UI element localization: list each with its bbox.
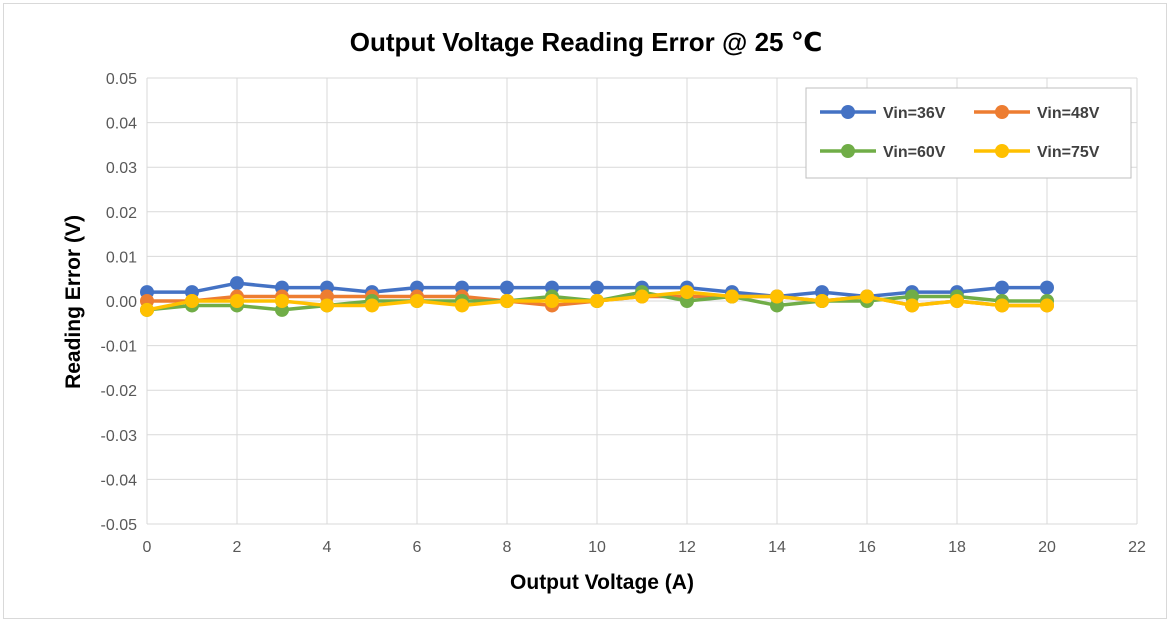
x-axis-ticks: 0 2 4 6 8 10 12 14 16 18 20 22 [143, 539, 1146, 556]
data-point [680, 285, 694, 300]
x-tick-label: 0 [143, 539, 152, 556]
y-tick-label: 0.05 [106, 71, 137, 88]
legend-label: Vin=75V [1037, 144, 1100, 161]
y-tick-label: 0.01 [106, 249, 137, 266]
x-tick-label: 2 [233, 539, 242, 556]
y-tick-label: 0.00 [106, 294, 137, 311]
y-tick-label: 0.02 [106, 205, 137, 222]
x-tick-label: 20 [1038, 539, 1056, 556]
data-point [365, 298, 379, 313]
data-point [230, 276, 244, 291]
data-point [590, 294, 604, 308]
x-tick-label: 4 [323, 539, 332, 556]
data-point [725, 289, 739, 304]
x-tick-label: 18 [948, 539, 966, 556]
x-tick-label: 16 [858, 539, 876, 556]
x-axis-title: Output Voltage (A) [510, 571, 694, 594]
data-point [500, 294, 514, 308]
data-point [815, 294, 829, 308]
data-point [770, 289, 784, 304]
legend-item: Vin=36V [820, 105, 946, 122]
series-vin-75v [140, 285, 1054, 317]
legend-swatch-marker [841, 144, 855, 158]
series-lines [140, 276, 1054, 317]
x-tick-label: 8 [503, 539, 512, 556]
data-point [500, 280, 514, 295]
legend-swatch-marker [995, 144, 1009, 158]
data-point [950, 294, 964, 308]
legend: Vin=36V Vin=48V Vin=60V Vin=75V [805, 87, 1132, 179]
legend-item: Vin=48V [974, 105, 1100, 122]
data-point [995, 280, 1009, 295]
legend-label: Vin=60V [883, 144, 946, 161]
data-point [185, 294, 199, 308]
data-point [590, 280, 604, 295]
data-point [140, 302, 154, 317]
x-tick-label: 14 [768, 539, 786, 556]
x-tick-label: 6 [413, 539, 422, 556]
x-tick-label: 10 [588, 539, 606, 556]
legend-swatch-marker [995, 105, 1009, 119]
y-tick-label: 0.04 [106, 116, 137, 133]
data-point [545, 294, 559, 308]
legend-label: Vin=48V [1037, 105, 1100, 122]
y-axis-ticks: 0.05 0.04 0.03 0.02 0.01 0.00 -0.01 -0.02 -0.03 -… [101, 71, 138, 534]
data-point [995, 298, 1009, 313]
x-tick-label: 22 [1128, 539, 1146, 556]
y-tick-label: 0.03 [106, 160, 137, 177]
data-point [860, 289, 874, 304]
chart-title: Output Voltage Reading Error @ 25 ℃ [350, 27, 822, 57]
y-tick-label: -0.01 [101, 339, 138, 356]
legend-item: Vin=75V [974, 144, 1100, 161]
data-point [1040, 280, 1054, 295]
data-point [410, 294, 424, 308]
data-point [455, 298, 469, 313]
data-point [635, 289, 649, 304]
y-tick-label: -0.04 [101, 472, 138, 489]
y-axis-title: Reading Error (V) [62, 215, 85, 389]
y-tick-label: -0.02 [101, 383, 138, 400]
legend-box [805, 87, 1132, 179]
legend-swatch-marker [841, 105, 855, 119]
data-point [275, 294, 289, 308]
legend-item: Vin=60V [820, 144, 946, 161]
legend-label: Vin=36V [883, 105, 946, 122]
y-tick-label: -0.03 [101, 428, 138, 445]
x-tick-label: 12 [678, 539, 696, 556]
data-point [320, 298, 334, 313]
data-point [230, 294, 244, 308]
y-tick-label: -0.05 [101, 517, 138, 534]
data-point [905, 298, 919, 313]
data-point [1040, 298, 1054, 313]
